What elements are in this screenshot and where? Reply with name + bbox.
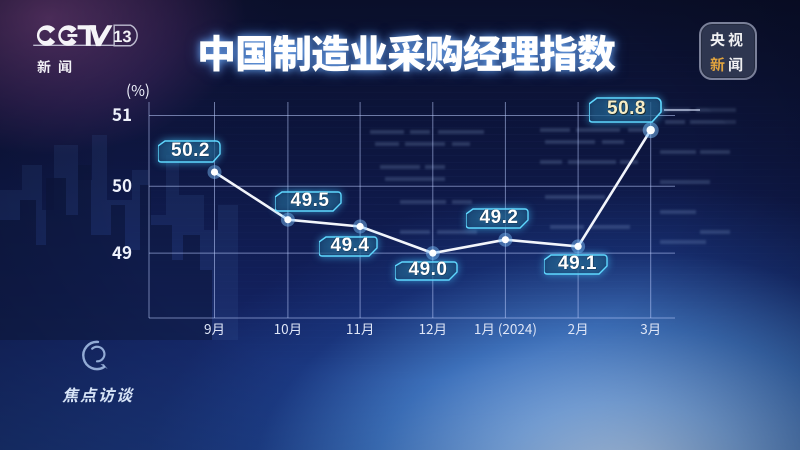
svg-text:3月: 3月 — [640, 318, 661, 338]
svg-text:2月: 2月 — [568, 318, 589, 338]
svg-text:(%): (%) — [126, 80, 150, 101]
svg-text:1月 (2024): 1月 (2024) — [474, 318, 537, 338]
svg-text:9月: 9月 — [204, 318, 225, 338]
svg-text:50: 50 — [112, 172, 132, 197]
svg-text:10月: 10月 — [274, 318, 303, 338]
svg-text:51: 51 — [112, 101, 132, 126]
svg-text:12月: 12月 — [419, 318, 448, 338]
svg-text:49: 49 — [112, 239, 132, 264]
svg-text:11月: 11月 — [346, 318, 375, 338]
